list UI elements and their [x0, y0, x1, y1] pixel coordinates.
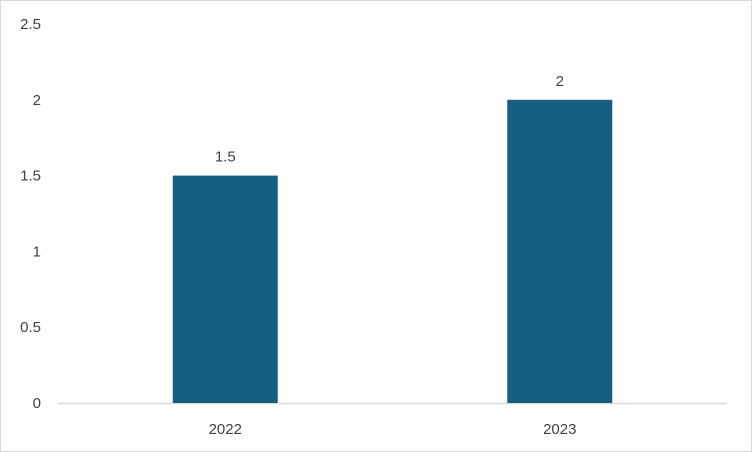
bar-2023: [507, 99, 613, 404]
y-tick-label: 2: [33, 92, 41, 109]
data-labels-group: 1.52: [215, 73, 564, 166]
x-tick-label-2023: 2023: [543, 421, 576, 438]
y-tick-label: 1: [33, 243, 41, 260]
y-tick-label: 0.5: [20, 319, 41, 336]
bars-group: [172, 99, 613, 404]
x-tick-label-2022: 2022: [209, 421, 242, 438]
data-label-2022: 1.5: [215, 149, 236, 166]
data-label-2023: 2: [556, 73, 564, 90]
y-tick-label: 0: [33, 395, 41, 412]
x-axis-ticks: 2022 2023: [209, 421, 577, 438]
y-tick-label: 1.5: [20, 168, 41, 185]
y-tick-label: 2.5: [20, 16, 41, 33]
y-axis-ticks: 0 0.5 1 1.5 2 2.5: [20, 16, 41, 412]
bar-2022: [172, 175, 278, 403]
